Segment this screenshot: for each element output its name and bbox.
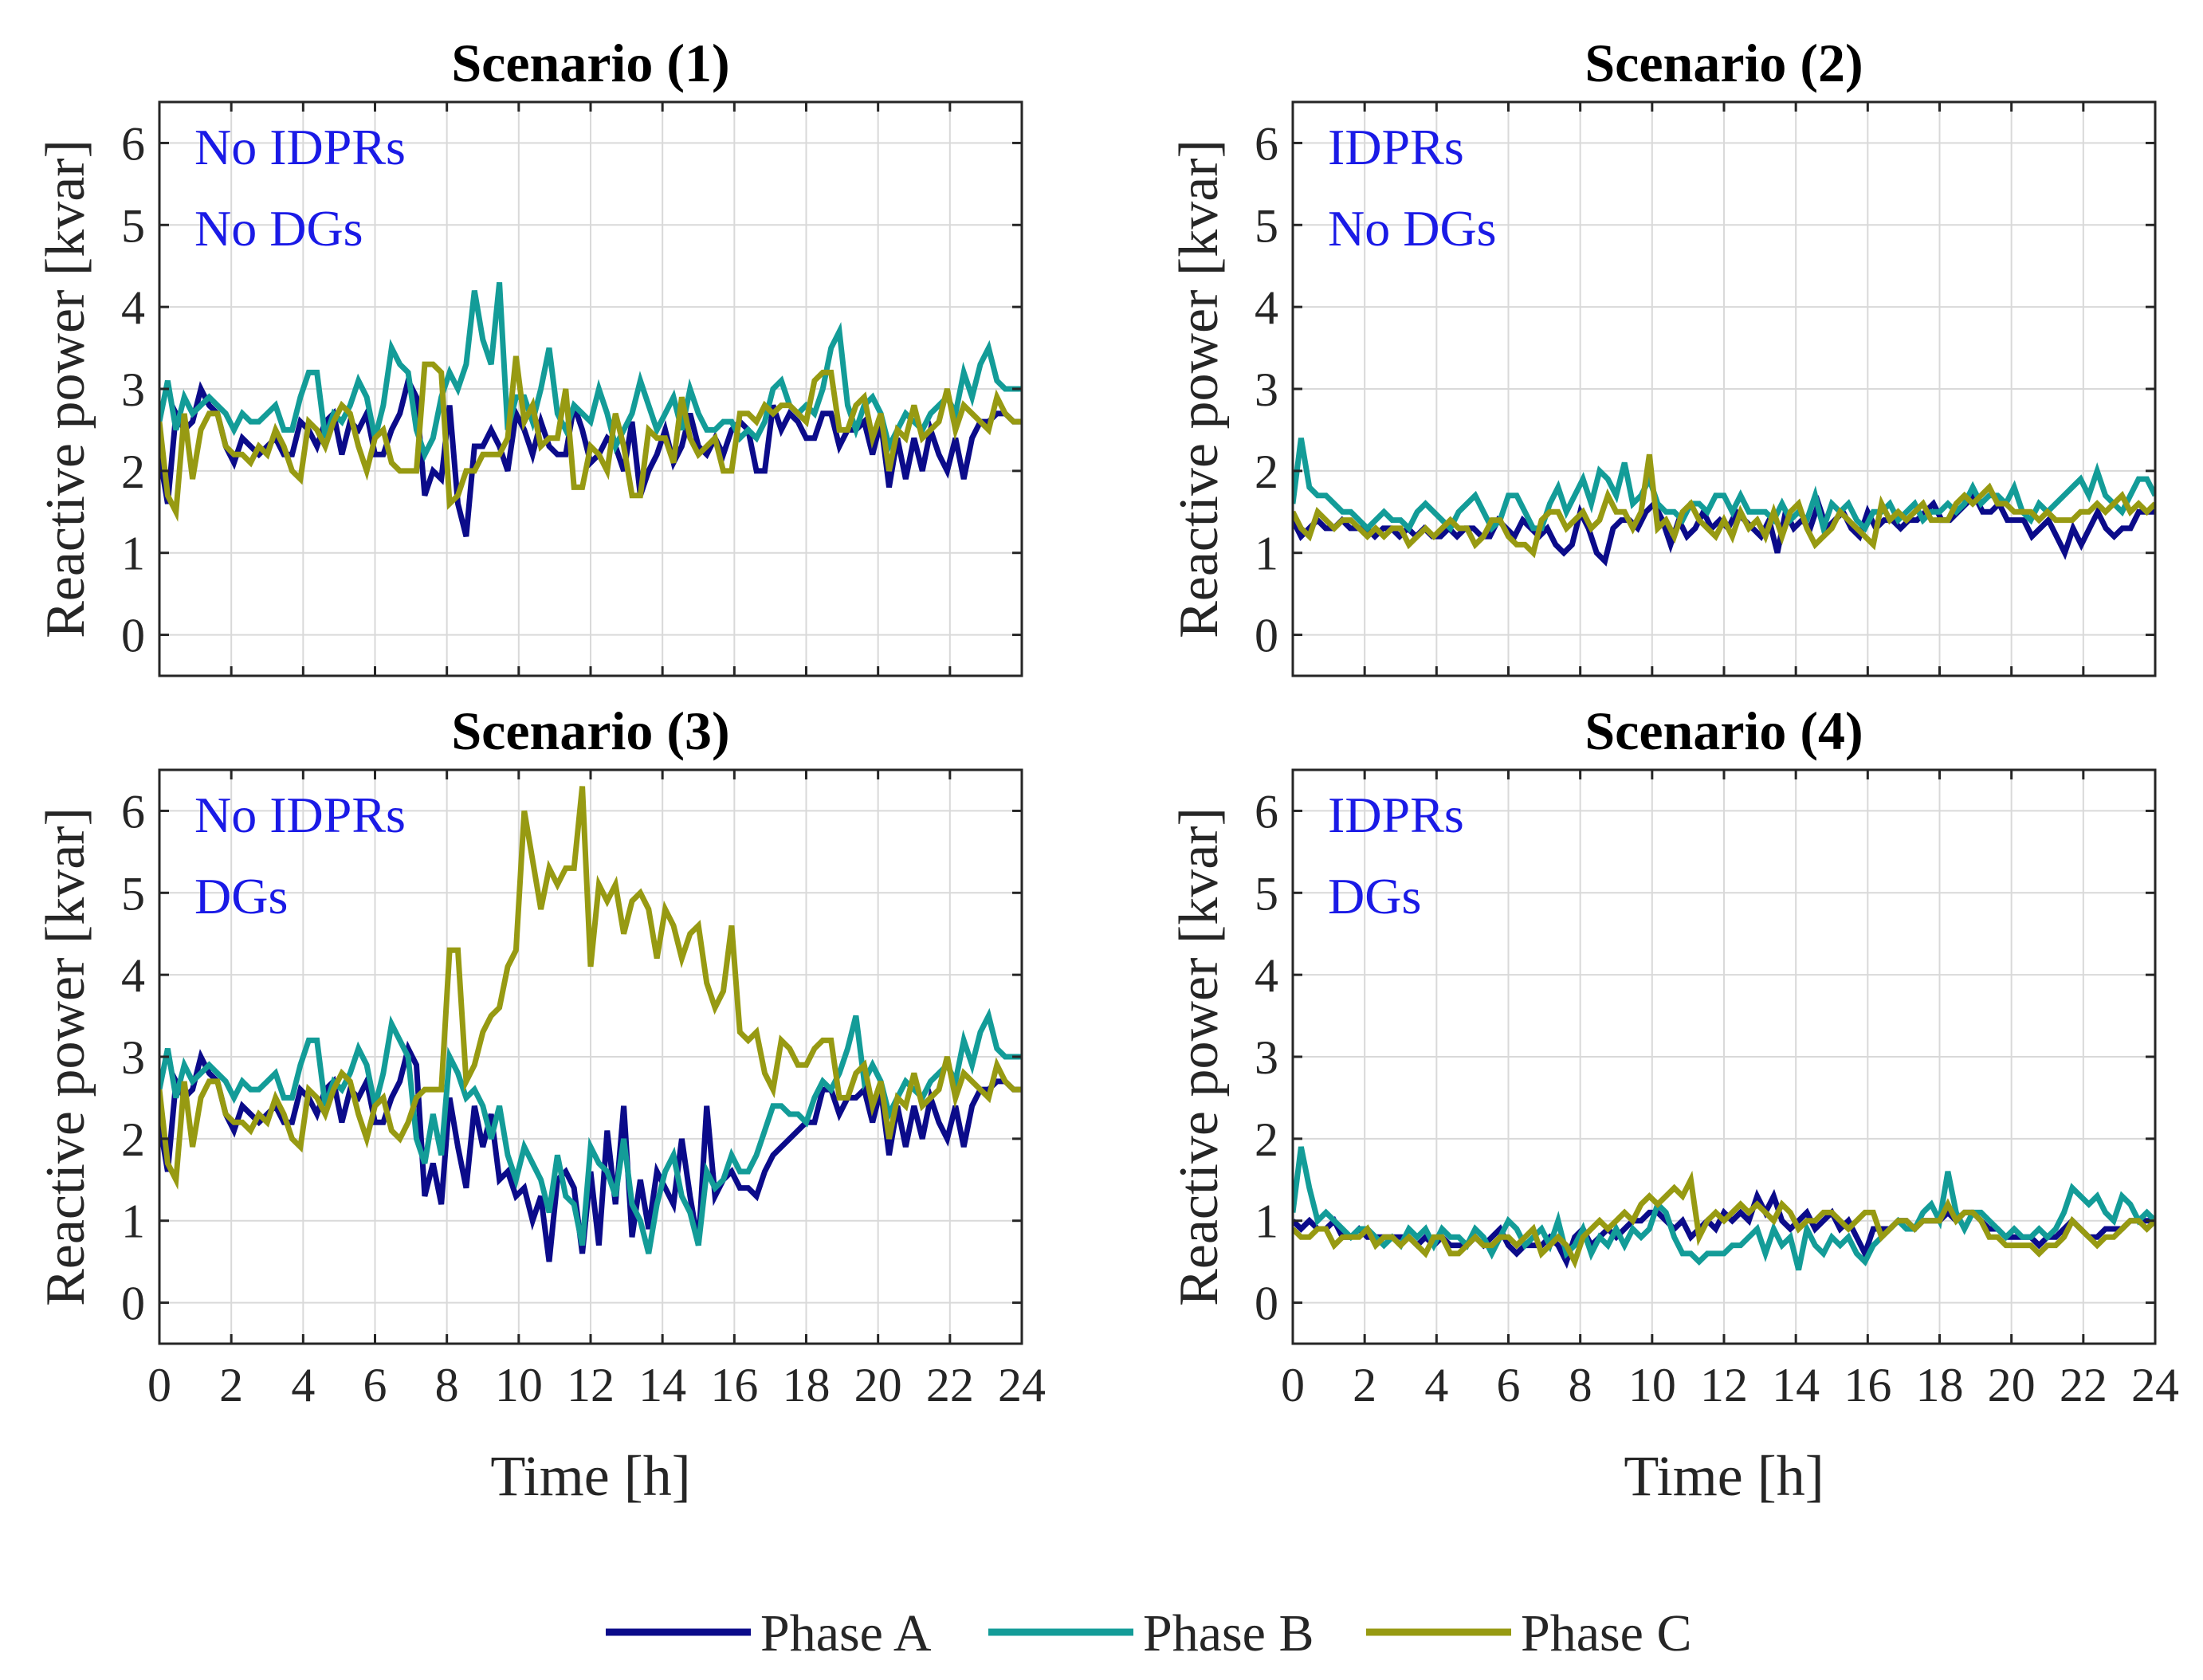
x-tick-label: 0 — [147, 1359, 171, 1411]
y-tick-label: 4 — [1255, 281, 1278, 334]
y-tick-label: 5 — [1255, 199, 1278, 252]
annotation-label: IDPRs — [1328, 787, 1464, 843]
y-tick-label: 6 — [121, 117, 145, 170]
series-line-phase-c — [1293, 1170, 2155, 1270]
y-tick-label: 2 — [1255, 446, 1278, 498]
y-tick-label: 5 — [1255, 867, 1278, 920]
x-tick-label: 0 — [1281, 1359, 1305, 1411]
x-tick-label: 18 — [1916, 1359, 1964, 1411]
y-tick-label: 0 — [121, 610, 145, 662]
annotation-label: No IDPRs — [194, 119, 406, 175]
y-tick-label: 2 — [1255, 1113, 1278, 1166]
chart-panel-1: 0 1 2 3 4 5 6 Scenario (1) Reactive power [kvar]… — [35, 33, 1023, 677]
chart-panel-2: 0 1 2 3 4 5 6 Scenario (2) Reactive power [kvar]… — [1168, 33, 2157, 677]
annotation-label: No IDPRs — [194, 787, 406, 843]
x-tick-label: 10 — [495, 1359, 543, 1411]
chart-title: Scenario (1) — [451, 33, 729, 93]
legend-label-1: Phase A — [760, 1604, 932, 1662]
annotation-label: DGs — [1328, 868, 1421, 924]
y-axis-label: Reactive power [kvar] — [1168, 807, 1230, 1306]
x-tick-label: 12 — [1700, 1359, 1748, 1411]
x-tick-label: 2 — [1353, 1359, 1376, 1411]
x-tick-label: 14 — [638, 1359, 686, 1411]
y-tick-label: 0 — [1255, 1278, 1278, 1330]
y-tick-label: 3 — [1255, 363, 1278, 416]
x-tick-label: 22 — [2060, 1359, 2107, 1411]
y-axis-label: Reactive power [kvar] — [35, 807, 96, 1306]
x-tick-label: 20 — [1988, 1359, 2036, 1411]
x-tick-label: 12 — [567, 1359, 615, 1411]
chart-title: Scenario (4) — [1585, 701, 1863, 761]
legend: Phase A Phase B Phase C — [606, 1604, 1692, 1662]
x-tick-label: 14 — [1772, 1359, 1820, 1411]
x-tick-label: 24 — [998, 1359, 1046, 1411]
x-tick-label: 4 — [1424, 1359, 1448, 1411]
series-line-phase-c — [159, 786, 1022, 1190]
y-tick-label: 0 — [1255, 610, 1278, 662]
chart-title: Scenario (3) — [451, 701, 729, 761]
x-tick-label: 4 — [291, 1359, 315, 1411]
annotation-label: No DGs — [194, 200, 363, 257]
chart-title: Scenario (2) — [1585, 33, 1863, 93]
y-tick-label: 4 — [121, 949, 145, 1002]
series-line-phase-b — [1293, 438, 2155, 539]
x-tick-label: 8 — [435, 1359, 459, 1411]
y-axis-label: Reactive power [kvar] — [1168, 139, 1230, 638]
y-tick-label: 1 — [121, 528, 145, 580]
y-tick-label: 1 — [1255, 528, 1278, 580]
legend-label-2: Phase B — [1143, 1604, 1314, 1662]
y-tick-label: 2 — [121, 1113, 145, 1166]
series-line-phase-b — [159, 281, 1022, 462]
x-axis-label: Time [h] — [490, 1444, 690, 1508]
annotation-label: IDPRs — [1328, 119, 1464, 175]
series-line-phase-b — [159, 1007, 1022, 1254]
y-tick-label: 5 — [121, 199, 145, 252]
x-tick-label: 6 — [1497, 1359, 1521, 1411]
y-tick-label: 3 — [121, 1031, 145, 1084]
y-tick-label: 1 — [1255, 1195, 1278, 1248]
y-tick-label: 4 — [121, 281, 145, 334]
x-tick-label: 2 — [219, 1359, 243, 1411]
annotation-label: No DGs — [1328, 200, 1497, 257]
series-line-phase-c — [159, 355, 1022, 522]
x-tick-label: 16 — [1844, 1359, 1891, 1411]
y-tick-label: 6 — [121, 785, 145, 838]
x-tick-label: 24 — [2131, 1359, 2179, 1411]
legend-label-3: Phase C — [1521, 1604, 1692, 1662]
y-tick-label: 1 — [121, 1195, 145, 1248]
y-tick-label: 6 — [1255, 117, 1278, 170]
y-tick-label: 2 — [121, 446, 145, 498]
x-tick-label: 10 — [1628, 1359, 1676, 1411]
x-tick-label: 16 — [710, 1359, 758, 1411]
series-line-phase-a — [159, 372, 1022, 537]
x-axis-label: Time [h] — [1624, 1444, 1824, 1508]
y-tick-label: 6 — [1255, 785, 1278, 838]
annotation-label: DGs — [194, 868, 288, 924]
y-tick-label: 0 — [121, 1278, 145, 1330]
y-tick-label: 4 — [1255, 949, 1278, 1002]
y-tick-label: 5 — [121, 867, 145, 920]
series-line-phase-c — [1293, 453, 2155, 559]
x-tick-label: 8 — [1569, 1359, 1592, 1411]
y-tick-label: 3 — [121, 363, 145, 416]
x-tick-label: 20 — [854, 1359, 902, 1411]
y-tick-label: 3 — [1255, 1031, 1278, 1084]
x-tick-label: 22 — [926, 1359, 974, 1411]
x-tick-label: 18 — [783, 1359, 831, 1411]
x-tick-label: 6 — [363, 1359, 387, 1411]
y-axis-label: Reactive power [kvar] — [35, 139, 96, 638]
